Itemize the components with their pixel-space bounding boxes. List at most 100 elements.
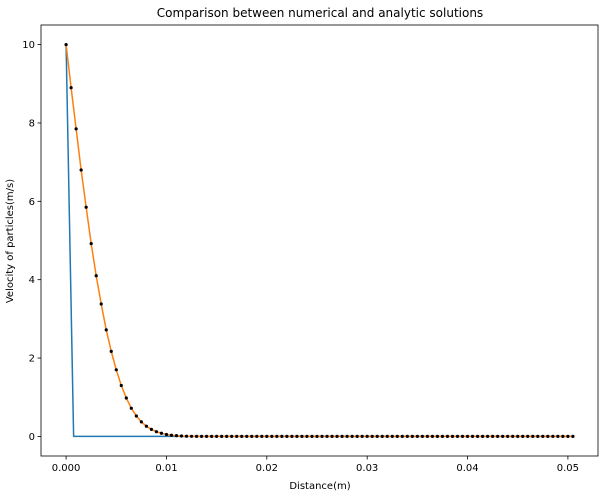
x-tick-label: 0.000 <box>52 463 81 474</box>
data-point <box>465 434 470 439</box>
data-point <box>265 434 269 439</box>
data-point <box>159 431 164 435</box>
data-point <box>455 434 460 439</box>
data-point <box>375 434 379 439</box>
data-point <box>139 420 143 424</box>
data-point <box>556 434 560 439</box>
data-point <box>179 434 184 438</box>
data-point <box>285 434 289 439</box>
data-point <box>546 434 550 439</box>
y-tick-label: 8 <box>29 118 35 129</box>
data-point <box>300 434 304 439</box>
data-point <box>169 433 174 437</box>
data-point <box>571 434 575 439</box>
data-point <box>215 434 219 439</box>
data-point <box>129 406 133 410</box>
data-point <box>470 434 475 439</box>
data-point <box>521 434 525 439</box>
data-point <box>79 168 83 172</box>
data-point <box>501 434 505 439</box>
axes: 0.000 0.01 0.02 0.03 0.04 0.05 0 2 4 6 8 10 <box>22 24 599 474</box>
data-point <box>511 434 515 439</box>
data-point <box>400 434 404 439</box>
x-tick-label: 0.01 <box>155 463 177 474</box>
data-point <box>189 434 194 438</box>
data-point <box>184 434 189 438</box>
y-tick-label: 2 <box>29 354 35 365</box>
chart-title: Comparison between numerical and analyti… <box>157 6 483 20</box>
data-point <box>114 368 118 372</box>
data-point <box>390 434 394 439</box>
y-axis-label: Velocity of particles(m/s) <box>5 179 16 303</box>
data-point <box>536 434 540 439</box>
data-point <box>149 427 153 431</box>
data-point <box>124 396 128 400</box>
x-tick-label: 0.05 <box>557 463 579 474</box>
data-point <box>119 383 123 388</box>
y-tick-label: 10 <box>22 40 35 51</box>
data-point <box>230 434 234 439</box>
plot-area <box>64 42 575 439</box>
data-point <box>516 434 520 439</box>
data-point <box>475 434 480 439</box>
x-tick-label: 0.04 <box>456 463 478 474</box>
data-point <box>84 205 88 209</box>
data-point <box>440 434 445 439</box>
data-point <box>315 434 319 439</box>
data-point <box>395 434 399 439</box>
data-point <box>250 434 254 439</box>
data-point <box>345 434 349 439</box>
data-point <box>526 434 530 439</box>
data-point <box>506 434 510 439</box>
data-point <box>240 434 244 439</box>
data-point <box>245 434 249 439</box>
data-point <box>104 328 108 332</box>
data-point <box>435 434 440 439</box>
data-point <box>154 430 159 434</box>
data-point <box>310 434 314 439</box>
y-tick-label: 6 <box>29 197 35 208</box>
data-point <box>275 434 279 439</box>
data-point <box>99 302 103 306</box>
data-point <box>445 434 450 439</box>
data-point <box>496 434 500 439</box>
x-tick-label: 0.02 <box>256 463 278 474</box>
data-point <box>350 434 354 439</box>
data-point <box>566 434 570 439</box>
data-point <box>486 434 490 439</box>
data-point <box>220 434 224 439</box>
data-point <box>74 127 78 131</box>
data-point <box>365 434 369 439</box>
data-point <box>460 434 465 439</box>
data-point <box>410 434 414 439</box>
data-point <box>199 434 204 438</box>
data-point <box>325 434 329 439</box>
data-point <box>94 274 98 278</box>
data-point <box>491 434 495 439</box>
x-tick-label: 0.03 <box>356 463 378 474</box>
data-point <box>204 434 209 439</box>
data-point <box>255 434 259 439</box>
data-point <box>340 434 344 439</box>
data-point <box>551 434 555 439</box>
data-point <box>260 434 264 439</box>
y-tick-label: 4 <box>29 275 35 286</box>
data-point <box>370 434 374 439</box>
plot-frame <box>40 24 599 457</box>
data-point <box>480 434 485 439</box>
data-point <box>69 86 73 90</box>
data-point <box>531 434 535 439</box>
data-point <box>235 434 239 439</box>
data-point <box>295 434 299 439</box>
data-point <box>385 434 389 439</box>
data-point <box>194 434 199 438</box>
data-point <box>330 434 334 439</box>
data-point <box>360 434 364 439</box>
data-point <box>541 434 545 439</box>
data-point <box>335 434 339 439</box>
data-point <box>430 434 435 439</box>
y-tick-label: 0 <box>29 432 35 443</box>
data-point <box>280 434 284 439</box>
x-axis-label: Distance(m) <box>289 481 350 492</box>
